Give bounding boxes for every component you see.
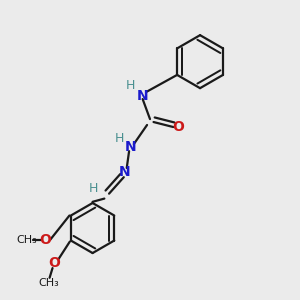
Text: N: N (137, 88, 148, 103)
Text: O: O (40, 233, 51, 247)
Text: N: N (125, 140, 137, 154)
Text: H: H (88, 182, 98, 195)
Text: O: O (172, 120, 184, 134)
Text: H: H (126, 79, 136, 92)
Text: N: N (119, 165, 131, 179)
Text: H: H (114, 132, 124, 145)
Text: CH₃: CH₃ (16, 235, 37, 245)
Text: CH₃: CH₃ (38, 278, 59, 287)
Text: O: O (48, 256, 60, 270)
